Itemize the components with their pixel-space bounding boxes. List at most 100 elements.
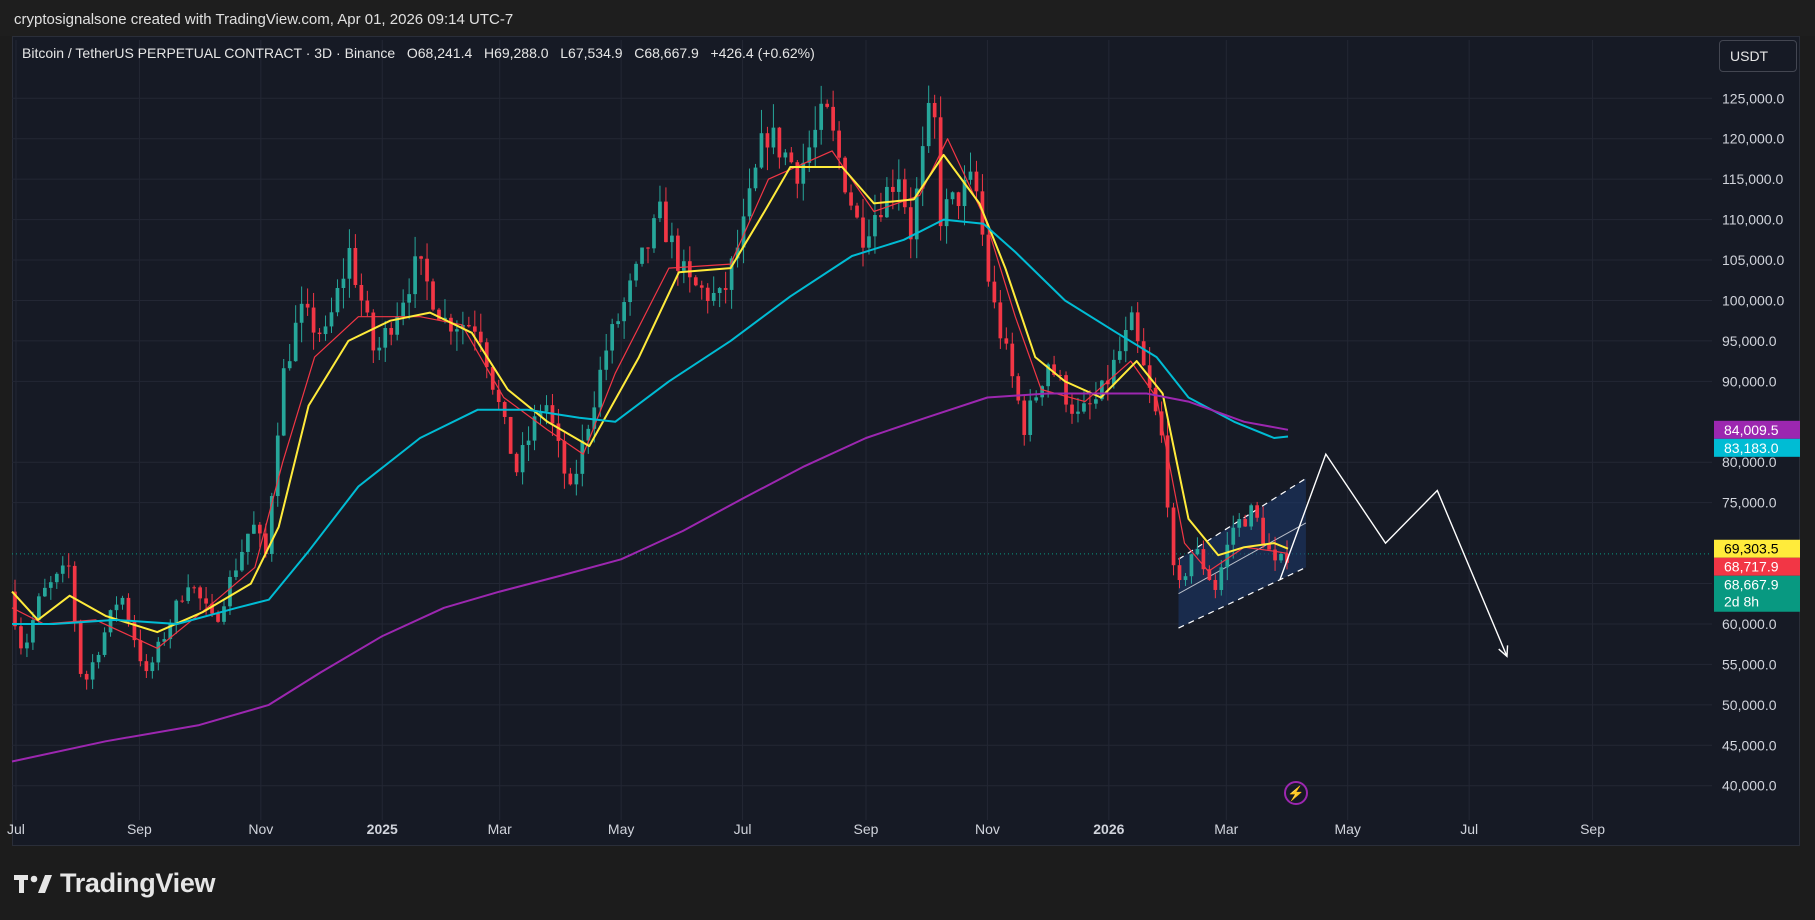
price-label-box — [1714, 539, 1800, 558]
currency-button[interactable]: USDT — [1719, 40, 1797, 72]
candle-body — [807, 147, 812, 163]
candle-body — [1088, 403, 1092, 405]
candle-body — [162, 639, 167, 642]
low-label: L — [560, 45, 569, 61]
candle-body — [1022, 400, 1027, 435]
candle-body — [37, 596, 41, 621]
candle-body — [60, 565, 65, 574]
candle-body — [371, 312, 376, 351]
candle-body — [819, 103, 824, 130]
price-label-box — [1714, 575, 1800, 612]
candle-body — [150, 662, 155, 672]
candle-body — [1040, 386, 1045, 398]
candle-body — [783, 152, 788, 158]
candle-body — [622, 302, 626, 322]
candle-body — [1207, 569, 1212, 580]
time-tick-label: Mar — [1214, 821, 1238, 837]
candle-body — [508, 416, 513, 454]
candle-body — [472, 326, 477, 332]
candle-body — [825, 103, 830, 107]
candle-body — [353, 247, 358, 285]
candle-body — [1225, 544, 1230, 568]
candle-body — [729, 258, 734, 290]
candle-body — [1195, 549, 1200, 555]
candle-body — [365, 300, 370, 313]
candle-body — [896, 179, 901, 192]
candle-body — [90, 662, 95, 680]
candle-body — [449, 317, 453, 332]
candle-body — [998, 302, 1003, 339]
price-label-text: 68,717.9 — [1724, 559, 1779, 575]
price-tick-label: 60,000.0 — [1722, 616, 1777, 632]
price-label-box — [1714, 420, 1800, 439]
ma-line[interactable] — [11, 153, 1289, 634]
time-tick-label: Sep — [854, 821, 879, 837]
price-tick-label: 75,000.0 — [1722, 495, 1777, 511]
candle-body — [801, 162, 806, 184]
candle-body — [741, 216, 746, 248]
candle-body — [228, 576, 232, 607]
candle-body — [240, 551, 244, 571]
candle-body — [234, 570, 238, 577]
ma-line[interactable] — [12, 218, 1289, 625]
candle-body — [562, 440, 567, 474]
price-label-box — [1714, 557, 1800, 576]
candle-body — [658, 201, 662, 219]
time-tick-label: May — [608, 821, 634, 837]
candle-body — [1231, 527, 1236, 545]
candle-body — [257, 524, 262, 534]
candle-body — [747, 188, 752, 217]
candle-body — [180, 600, 185, 602]
ma-line[interactable] — [11, 392, 1289, 763]
candle-body — [42, 587, 47, 597]
tradingview-logo[interactable]: TradingView — [14, 868, 216, 899]
candle-body — [329, 312, 334, 327]
candle-body — [1213, 579, 1218, 590]
chart-frame[interactable] — [12, 36, 1800, 846]
candle-body — [592, 407, 597, 429]
time-tick-label: Jul — [1460, 821, 1478, 837]
candle-body — [108, 610, 113, 633]
symbol-legend[interactable]: Bitcoin / TetherUS PERPETUAL CONTRACT · … — [22, 45, 815, 61]
candle-body — [598, 369, 603, 408]
projection-drawing — [1279, 452, 1509, 658]
candle-body — [246, 533, 250, 552]
lightning-icon[interactable]: ⚡ — [1284, 781, 1308, 805]
close-value: 68,667.9 — [644, 45, 699, 61]
ma-line[interactable] — [11, 138, 1289, 649]
candle-body — [520, 445, 525, 473]
candle-body — [532, 416, 537, 441]
candle-body — [735, 247, 740, 259]
candle-body — [992, 281, 997, 303]
candle-body — [1165, 435, 1170, 508]
price-tick-label: 100,000.0 — [1722, 292, 1784, 308]
candle-body — [1267, 543, 1271, 550]
change-value: +426.4 (+0.62%) — [710, 45, 815, 61]
price-tick-label: 50,000.0 — [1722, 697, 1777, 713]
candle-body — [407, 294, 411, 303]
candle-body — [1111, 359, 1116, 385]
channel-fill[interactable] — [1178, 478, 1306, 629]
projection-path[interactable] — [1279, 452, 1508, 657]
price-labels: 84,009.5 83,183.0 69,303.5 68,717.9 68,667.9… — [1714, 420, 1800, 612]
channel-line[interactable] — [1178, 477, 1307, 560]
candle-body — [395, 316, 400, 335]
top-bar: cryptosignalsone created with TradingVie… — [0, 0, 1815, 36]
candle-body — [347, 247, 352, 279]
candle-body — [1201, 549, 1206, 570]
time-tick-label: May — [1334, 821, 1360, 837]
candle-body — [383, 327, 388, 348]
candle-body — [873, 215, 877, 237]
candle-body — [389, 327, 394, 335]
price-tick-label: 80,000.0 — [1722, 454, 1777, 470]
candle-body — [216, 613, 220, 622]
channel-line[interactable] — [1178, 566, 1307, 629]
candle-body — [1058, 374, 1062, 376]
channel-midline[interactable] — [1178, 522, 1307, 595]
moving-averages — [11, 138, 1289, 763]
candle-body — [526, 440, 531, 446]
footer — [0, 846, 1815, 920]
open-label: O — [406, 45, 418, 61]
candle-body — [359, 284, 364, 301]
